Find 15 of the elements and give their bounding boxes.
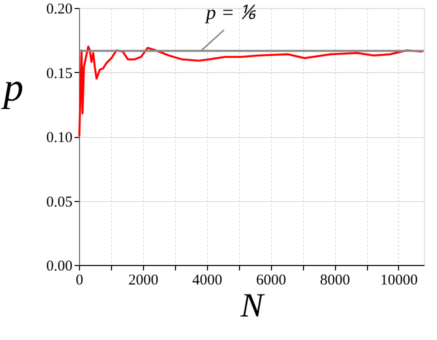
- y-tick-label: 0.20: [46, 2, 72, 18]
- x-axis-title: N: [240, 288, 266, 324]
- x-tick-label: 10000: [380, 272, 418, 288]
- x-tick-label: 0: [76, 272, 84, 288]
- y-axis-title: p: [0, 64, 24, 110]
- y-tick-label: 0.00: [46, 258, 72, 274]
- ref-line-label: p = ⅙: [204, 2, 256, 24]
- y-tick-label: 0.15: [46, 66, 72, 82]
- x-tick-label: 2000: [128, 272, 158, 288]
- y-tick-label: 0.10: [46, 130, 72, 146]
- x-tick-label: 4000: [192, 272, 222, 288]
- x-tick-label: 8000: [320, 272, 350, 288]
- x-tick-label: 6000: [256, 272, 286, 288]
- line-series: [78, 46, 424, 138]
- y-tick-label: 0.05: [46, 194, 72, 210]
